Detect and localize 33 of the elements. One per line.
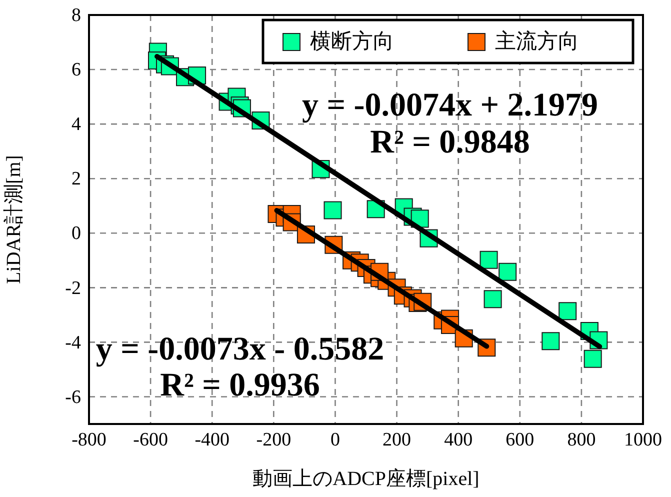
y-tick-label: 8 <box>72 5 81 26</box>
x-tick-label: 400 <box>444 429 473 450</box>
y-tick-label: 4 <box>72 114 82 136</box>
annotation: y = -0.0073x - 0.5582 <box>96 332 384 368</box>
point <box>498 262 517 281</box>
y-tick-label: -4 <box>65 332 82 354</box>
point <box>480 250 498 269</box>
x-tick-label: -600 <box>133 429 168 450</box>
x-axis-title: 動画上のADCP座標[pixel] <box>252 468 480 490</box>
legend-label: 横断方向 <box>310 29 394 54</box>
x-tick-label: 600 <box>506 429 534 450</box>
annotation: R² = 0.9848 <box>370 124 530 161</box>
x-tick-label: -400 <box>194 429 230 450</box>
annotation: y = -0.0074x + 2.1979 <box>302 88 598 124</box>
x-tick-label: 0 <box>330 429 340 450</box>
x-tick-label: -800 <box>72 429 106 450</box>
y-tick-label: 6 <box>72 60 81 81</box>
y-tick-label: -2 <box>65 278 81 299</box>
point <box>542 332 560 350</box>
point <box>324 201 342 220</box>
legend-label: 主流方向 <box>495 29 579 54</box>
y-tick-label: 2 <box>72 168 81 190</box>
y-axis-title: LiDAR計測[m] <box>3 155 25 284</box>
x-tick-label: 1000 <box>624 429 662 450</box>
annotation: R² = 0.9936 <box>160 368 320 404</box>
point <box>558 302 577 320</box>
y-tick-label: 0 <box>72 223 81 244</box>
x-tick-label: 200 <box>382 429 412 450</box>
x-tick-label: 800 <box>567 429 596 450</box>
point <box>484 290 502 308</box>
y-tick-label: -6 <box>65 386 81 408</box>
point <box>584 350 602 368</box>
x-tick-label: -200 <box>256 429 292 450</box>
